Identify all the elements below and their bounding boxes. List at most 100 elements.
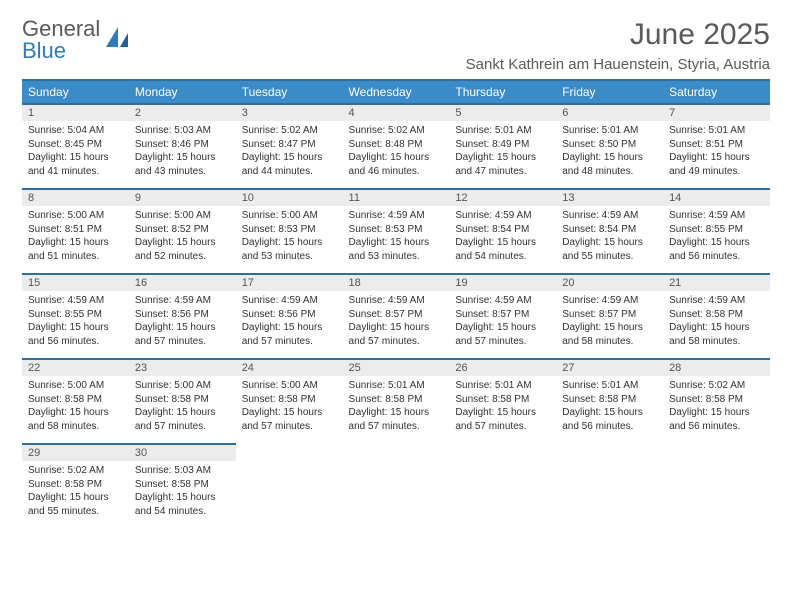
- day-cell: Sunrise: 4:59 AMSunset: 8:56 PMDaylight:…: [129, 291, 236, 359]
- sunset-line: Sunset: 8:58 PM: [562, 393, 657, 407]
- logo-sail-icon: [104, 25, 132, 55]
- sunrise-line: Sunrise: 4:59 AM: [455, 294, 550, 308]
- day-cell: Sunrise: 5:00 AMSunset: 8:53 PMDaylight:…: [236, 206, 343, 274]
- sunrise-line: Sunrise: 5:00 AM: [28, 209, 123, 223]
- day-cell: Sunrise: 4:59 AMSunset: 8:53 PMDaylight:…: [343, 206, 450, 274]
- day-cell: Sunrise: 4:59 AMSunset: 8:55 PMDaylight:…: [663, 206, 770, 274]
- sunrise-line: Sunrise: 4:59 AM: [349, 209, 444, 223]
- day-cell: Sunrise: 4:59 AMSunset: 8:54 PMDaylight:…: [556, 206, 663, 274]
- day-cell: Sunrise: 5:02 AMSunset: 8:48 PMDaylight:…: [343, 121, 450, 189]
- day-number: 23: [129, 359, 236, 376]
- day-number: 18: [343, 274, 450, 291]
- daylight-line: Daylight: 15 hours and 58 minutes.: [28, 406, 123, 433]
- sunset-line: Sunset: 8:56 PM: [242, 308, 337, 322]
- sunrise-line: Sunrise: 5:00 AM: [135, 209, 230, 223]
- sunrise-line: Sunrise: 5:02 AM: [669, 379, 764, 393]
- sunrise-line: Sunrise: 5:03 AM: [135, 124, 230, 138]
- sunset-line: Sunset: 8:55 PM: [28, 308, 123, 322]
- day-number: 16: [129, 274, 236, 291]
- sunset-line: Sunset: 8:47 PM: [242, 138, 337, 152]
- daynum-row: 891011121314: [22, 189, 770, 206]
- day-number: 9: [129, 189, 236, 206]
- sunset-line: Sunset: 8:46 PM: [135, 138, 230, 152]
- sunrise-line: Sunrise: 5:01 AM: [455, 379, 550, 393]
- sunset-line: Sunset: 8:53 PM: [242, 223, 337, 237]
- daylight-line: Daylight: 15 hours and 54 minutes.: [455, 236, 550, 263]
- day-number: 11: [343, 189, 450, 206]
- day-cell: Sunrise: 4:59 AMSunset: 8:57 PMDaylight:…: [343, 291, 450, 359]
- sunrise-line: Sunrise: 4:59 AM: [349, 294, 444, 308]
- daylight-line: Daylight: 15 hours and 53 minutes.: [242, 236, 337, 263]
- content-row: Sunrise: 5:04 AMSunset: 8:45 PM Daylight:…: [22, 121, 770, 189]
- daynum-row: 2930: [22, 444, 770, 461]
- logo-text: General Blue: [22, 18, 100, 62]
- sunset-line: Sunset: 8:58 PM: [669, 308, 764, 322]
- daylight-line: Daylight: 15 hours and 56 minutes.: [28, 321, 123, 348]
- month-title: June 2025: [466, 18, 770, 52]
- sunset-line: Sunset: 8:53 PM: [349, 223, 444, 237]
- sunrise-line: Sunrise: 5:00 AM: [242, 379, 337, 393]
- daynum-row: 1234567: [22, 104, 770, 121]
- day-cell: Sunrise: 5:00 AMSunset: 8:58 PMDaylight:…: [22, 376, 129, 444]
- daylight-line: Daylight: 15 hours and 55 minutes.: [562, 236, 657, 263]
- daynum-row: 22232425262728: [22, 359, 770, 376]
- day-cell: [236, 461, 343, 528]
- sunrise-line: Sunrise: 4:59 AM: [242, 294, 337, 308]
- content-row: Sunrise: 5:00 AMSunset: 8:58 PMDaylight:…: [22, 376, 770, 444]
- sunset-line: Sunset: 8:56 PM: [135, 308, 230, 322]
- daylight-line: Daylight: 15 hours and 58 minutes.: [669, 321, 764, 348]
- sunset-line: Sunset: 8:54 PM: [455, 223, 550, 237]
- sunset-line: Sunset: 8:57 PM: [562, 308, 657, 322]
- day-cell: Sunrise: 5:02 AMSunset: 8:47 PMDaylight:…: [236, 121, 343, 189]
- day-number: 12: [449, 189, 556, 206]
- day-number: 28: [663, 359, 770, 376]
- day-number: [343, 444, 450, 461]
- sunrise-line: Sunrise: 5:02 AM: [242, 124, 337, 138]
- sunrise-line: Sunrise: 5:04 AM: [28, 124, 123, 138]
- sunset-line: Sunset: 8:54 PM: [562, 223, 657, 237]
- day-number: 30: [129, 444, 236, 461]
- daylight-line: Daylight: 15 hours and 57 minutes.: [242, 321, 337, 348]
- day-cell: Sunrise: 5:01 AMSunset: 8:58 PMDaylight:…: [449, 376, 556, 444]
- sunrise-line: Sunrise: 4:59 AM: [562, 294, 657, 308]
- day-number: 17: [236, 274, 343, 291]
- day-number: 27: [556, 359, 663, 376]
- day-cell: Sunrise: 5:00 AMSunset: 8:52 PMDaylight:…: [129, 206, 236, 274]
- sunset-line: Sunset: 8:58 PM: [669, 393, 764, 407]
- title-block: June 2025 Sankt Kathrein am Hauenstein, …: [466, 18, 770, 73]
- daylight-line: Daylight: 15 hours and 54 minutes.: [135, 491, 230, 518]
- daylight-line: Daylight: 15 hours and 57 minutes.: [455, 321, 550, 348]
- day-cell: Sunrise: 4:59 AMSunset: 8:54 PMDaylight:…: [449, 206, 556, 274]
- sunset-line: Sunset: 8:45 PM: [28, 138, 123, 152]
- dow-header: Wednesday: [343, 80, 450, 104]
- sunrise-line: Sunrise: 4:59 AM: [455, 209, 550, 223]
- header: General Blue June 2025 Sankt Kathrein am…: [22, 18, 770, 73]
- daylight-line: Daylight: 15 hours and 57 minutes.: [349, 406, 444, 433]
- day-cell: Sunrise: 5:00 AMSunset: 8:51 PMDaylight:…: [22, 206, 129, 274]
- day-number: 22: [22, 359, 129, 376]
- daylight-line: Daylight: 15 hours and 57 minutes.: [242, 406, 337, 433]
- daylight-line: Daylight: 15 hours and 43 minutes.: [135, 151, 230, 178]
- daylight-line: Daylight: 15 hours and 49 minutes.: [669, 151, 764, 178]
- day-cell: Sunrise: 5:00 AMSunset: 8:58 PMDaylight:…: [129, 376, 236, 444]
- sunrise-line: Sunrise: 4:59 AM: [562, 209, 657, 223]
- sunrise-line: Sunrise: 5:01 AM: [349, 379, 444, 393]
- dow-header: Sunday: [22, 80, 129, 104]
- dow-header: Saturday: [663, 80, 770, 104]
- daylight-line: Daylight: 15 hours and 56 minutes.: [562, 406, 657, 433]
- daylight-line: Daylight: 15 hours and 56 minutes.: [669, 406, 764, 433]
- calendar-table: SundayMondayTuesdayWednesdayThursdayFrid…: [22, 79, 770, 528]
- day-cell: Sunrise: 5:00 AMSunset: 8:58 PMDaylight:…: [236, 376, 343, 444]
- day-cell: Sunrise: 5:02 AMSunset: 8:58 PMDaylight:…: [22, 461, 129, 528]
- dow-header: Friday: [556, 80, 663, 104]
- daylight-line: Daylight: 15 hours and 58 minutes.: [562, 321, 657, 348]
- day-cell: Sunrise: 4:59 AMSunset: 8:56 PMDaylight:…: [236, 291, 343, 359]
- sunrise-line: Sunrise: 5:03 AM: [135, 464, 230, 478]
- sunrise-line: Sunrise: 5:01 AM: [562, 379, 657, 393]
- day-cell: [663, 461, 770, 528]
- day-cell: [556, 461, 663, 528]
- day-cell: Sunrise: 4:59 AMSunset: 8:57 PMDaylight:…: [556, 291, 663, 359]
- daylight-line: Daylight: 15 hours and 55 minutes.: [28, 491, 123, 518]
- sunset-line: Sunset: 8:50 PM: [562, 138, 657, 152]
- logo-text-2: Blue: [22, 38, 66, 63]
